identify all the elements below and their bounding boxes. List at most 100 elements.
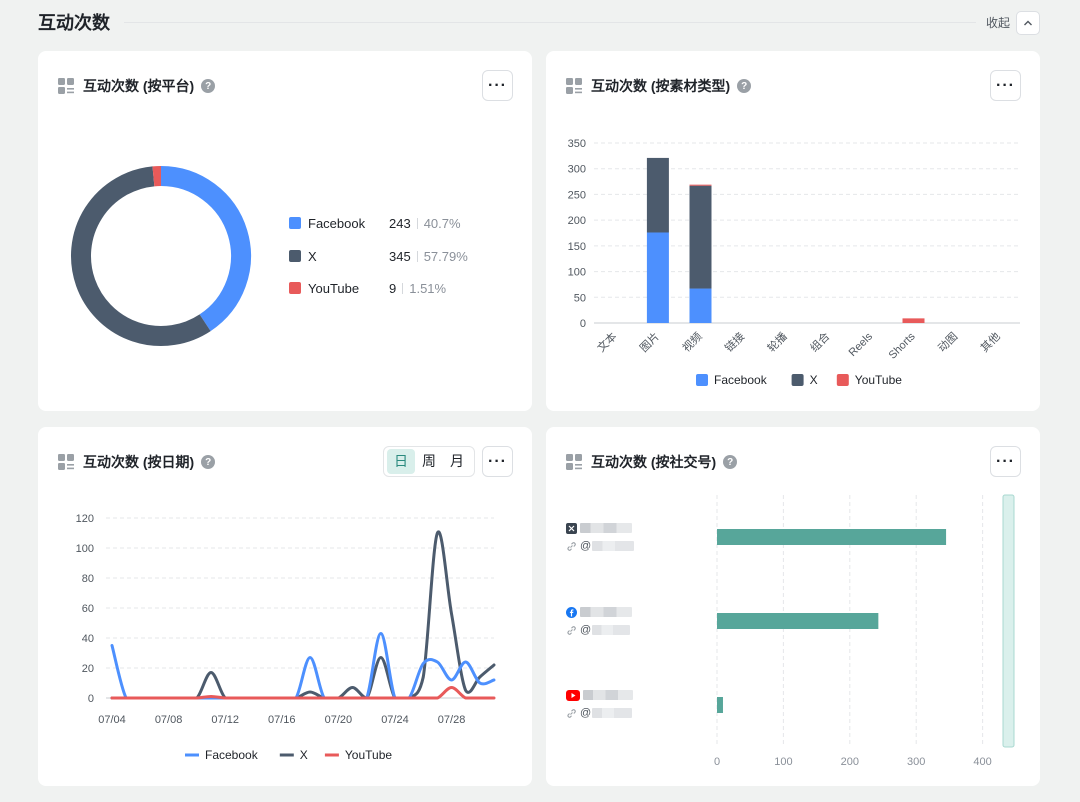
facebook-icon (566, 606, 577, 618)
account-handle: @ (566, 624, 632, 636)
more-options-button[interactable]: ··· (482, 446, 513, 477)
account-handle-blur (592, 625, 631, 635)
account-name-blur (583, 690, 633, 700)
x-tick-label: 07/08 (155, 714, 183, 726)
help-icon[interactable]: ? (737, 79, 752, 93)
x-tick-label: 07/16 (268, 714, 296, 726)
x-tick-label: 0 (714, 756, 720, 768)
y-tick-label: 100 (76, 543, 94, 555)
platform-card-title: 互动次数 (按平台) (83, 78, 195, 94)
legend-swatch (791, 374, 804, 386)
account-bar-chart: 0 100 200 300 400 (714, 494, 1015, 768)
x-tick-label: 07/12 (211, 714, 239, 726)
platform-card-header: 互动次数 (按平台) ? (58, 77, 216, 95)
x-icon (566, 522, 577, 534)
account-card-header: 互动次数 (按社交号) ? (566, 453, 738, 471)
y-tick-label: 40 (82, 633, 94, 645)
x-tick-label: 100 (774, 756, 792, 768)
more-options-button[interactable]: ··· (990, 446, 1021, 477)
account-handle-blur (592, 541, 635, 551)
legend-item-x[interactable]: X 345 57.79% (289, 247, 468, 265)
y-tick-label: 150 (568, 241, 586, 253)
y-tick-label: 300 (568, 164, 586, 176)
account-handle: @ (566, 540, 635, 552)
x-tick-label: 07/24 (381, 714, 409, 726)
legend-count: 9 (389, 280, 397, 296)
x-tick-label: 07/04 (98, 714, 126, 726)
material-card: 互动次数 (按素材类型) ? ··· 0 50 100 150 200 250 300 350… (546, 51, 1040, 411)
legend-label: Facebook (714, 373, 768, 387)
legend-swatch (289, 217, 301, 229)
x-tick-label: Shorts (887, 330, 918, 361)
material-card-header: 互动次数 (按素材类型) ? (566, 77, 752, 95)
link-icon (567, 541, 576, 551)
handle-prefix: @ (580, 624, 592, 636)
account-name-blur (580, 523, 632, 533)
dashboard-icon (58, 454, 74, 470)
account-name (566, 606, 632, 618)
granularity-month[interactable]: 月 (450, 453, 464, 469)
donut-slice-facebook (160, 166, 251, 332)
scrollbar-track (1002, 494, 1015, 748)
collapse-label[interactable]: 收起 (986, 16, 1011, 30)
legend-item-facebook[interactable]: Facebook 243 40.7% (289, 214, 461, 232)
dashboard-icon (58, 78, 74, 94)
youtube-icon (566, 689, 580, 701)
account-row-x[interactable]: @ (566, 522, 635, 552)
bar-x (717, 529, 947, 545)
y-tick-label: 100 (568, 267, 586, 279)
bar-x (689, 185, 712, 289)
legend-label: Facebook (205, 748, 259, 762)
collapse-button[interactable] (1016, 11, 1040, 35)
line-facebook (110, 632, 496, 700)
legend-swatch (289, 250, 301, 262)
account-card: 互动次数 (按社交号) ? ··· @ @ (546, 427, 1040, 786)
x-tick-label: 300 (907, 756, 925, 768)
donut-slice-x (71, 166, 211, 346)
granularity-week[interactable]: 周 (422, 453, 436, 469)
account-name (566, 522, 634, 534)
legend-name: X (308, 248, 317, 264)
help-icon[interactable]: ? (201, 79, 216, 93)
account-row-facebook[interactable]: @ (566, 606, 632, 636)
legend-swatch (289, 282, 301, 294)
y-tick-label: 350 (568, 138, 586, 150)
donut-chart (71, 166, 251, 346)
y-tick-label: 20 (82, 663, 94, 675)
platform-card: 互动次数 (按平台) ? ··· Facebook 243 40.7% X 34… (38, 51, 532, 411)
legend-divider (416, 217, 418, 229)
x-tick-label: 400 (973, 756, 991, 768)
help-icon[interactable]: ? (723, 455, 738, 469)
x-tick-label: 07/20 (325, 714, 353, 726)
line-youtube (110, 686, 496, 700)
legend-label: YouTube (855, 373, 902, 387)
legend-count: 243 (389, 215, 411, 231)
bar-youtube (689, 184, 712, 186)
legend-name: Facebook (308, 215, 366, 231)
help-icon[interactable]: ? (201, 455, 216, 469)
legend-swatch (696, 374, 708, 386)
date-card-header: 互动次数 (按日期) ? (58, 453, 216, 471)
link-icon (567, 625, 576, 635)
x-tick-label: 视频 (679, 329, 704, 354)
bar-x (646, 157, 669, 233)
legend-item-youtube[interactable]: YouTube 9 1.51% (289, 279, 446, 297)
x-tick-label: 200 (841, 756, 859, 768)
dashboard-icon (566, 454, 582, 470)
y-tick-label: 200 (568, 215, 586, 227)
legend-percent: 57.79% (423, 248, 468, 264)
more-options-button[interactable]: ··· (990, 70, 1021, 101)
account-row-youtube[interactable]: @ (566, 689, 633, 719)
more-options-button[interactable]: ··· (482, 70, 513, 101)
bar-youtube (902, 318, 925, 323)
x-tick-label: 图片 (637, 330, 662, 355)
y-tick-label: 0 (88, 693, 94, 705)
legend-label: YouTube (345, 748, 392, 762)
section-header: 互动次数 收起 (38, 10, 1042, 36)
account-handle: @ (566, 707, 633, 719)
y-tick-label: 60 (82, 603, 94, 615)
granularity-day[interactable]: 日 (387, 449, 415, 474)
legend-percent: 1.51% (409, 280, 447, 296)
legend-name: YouTube (308, 280, 360, 296)
y-tick-label: 80 (82, 573, 94, 585)
